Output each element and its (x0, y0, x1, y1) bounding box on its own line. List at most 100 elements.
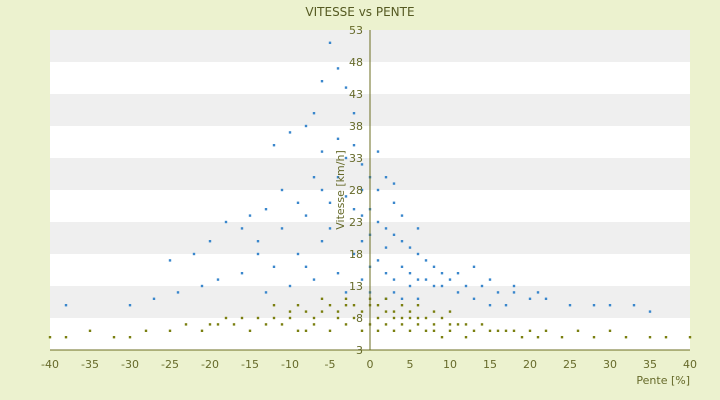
x-tick-label: -5 (325, 358, 336, 371)
data-point-fast (424, 278, 428, 281)
data-point-slow (280, 323, 284, 326)
data-point-slow (576, 329, 580, 332)
x-tick-label: -10 (281, 358, 299, 371)
data-point-slow (392, 316, 396, 320)
data-point-slow (128, 336, 132, 339)
data-point-fast (304, 265, 308, 268)
data-point-fast (344, 195, 348, 198)
data-point-fast (376, 188, 380, 192)
y-tick-label: 8 (356, 312, 363, 325)
data-point-fast (384, 176, 388, 179)
data-point-fast (328, 41, 332, 44)
data-point-fast (416, 278, 420, 281)
data-point-slow (592, 336, 596, 339)
y-tick-label: 3 (356, 344, 363, 357)
data-point-slow (88, 329, 92, 332)
x-tick-label: -35 (81, 358, 99, 371)
x-tick-label: 20 (523, 358, 537, 371)
data-point-fast (328, 201, 332, 204)
data-point-fast (208, 240, 212, 243)
data-point-slow (336, 316, 340, 320)
data-point-slow (520, 336, 524, 339)
data-point-fast (456, 291, 460, 294)
data-point-fast (360, 278, 364, 281)
data-point-fast (632, 304, 636, 307)
data-point-slow (320, 310, 324, 313)
data-point-slow (384, 323, 388, 326)
data-point-fast (592, 304, 596, 307)
x-tick-label: 10 (443, 358, 457, 371)
data-point-slow (344, 297, 348, 300)
data-point-fast (320, 188, 324, 192)
data-point-slow (208, 323, 212, 326)
data-point-fast (360, 240, 364, 243)
data-point-fast (536, 291, 540, 294)
data-point-slow (416, 316, 420, 320)
data-point-slow (304, 310, 308, 313)
data-point-fast (344, 86, 348, 89)
y-tick-label: 43 (349, 88, 363, 101)
y-axis-label: Vitesse [km/h] (334, 150, 347, 230)
data-point-slow (168, 329, 172, 332)
data-point-slow (304, 329, 308, 332)
data-point-fast (352, 112, 356, 115)
data-point-fast (272, 144, 276, 147)
data-point-fast (400, 214, 404, 217)
x-axis-label: Pente [%] (636, 374, 690, 387)
data-point-slow (224, 316, 228, 320)
data-point-slow (512, 329, 516, 332)
data-point-fast (256, 240, 260, 243)
axes (50, 30, 690, 351)
data-point-slow (432, 329, 436, 332)
data-point-fast (528, 297, 532, 300)
data-point-fast (480, 284, 484, 288)
data-point-fast (648, 310, 652, 313)
data-point-slow (344, 323, 348, 326)
data-point-fast (128, 304, 132, 307)
data-point-slow (440, 316, 444, 320)
data-point-fast (360, 188, 364, 192)
data-point-slow (344, 304, 348, 307)
data-point-fast (328, 227, 332, 230)
data-point-fast (400, 297, 404, 300)
data-point-slow (544, 329, 548, 332)
data-point-fast (512, 291, 516, 294)
data-point-fast (392, 291, 396, 294)
data-point-slow (336, 310, 340, 313)
data-point-slow (608, 329, 612, 332)
data-point-fast (320, 80, 324, 83)
data-point-fast (416, 297, 420, 300)
data-point-slow (64, 336, 68, 339)
data-point-slow (408, 329, 412, 332)
data-point-fast (280, 227, 284, 230)
data-point-slow (144, 329, 148, 332)
data-point-fast (192, 252, 196, 256)
data-point-fast (240, 272, 244, 275)
data-point-fast (512, 284, 516, 288)
data-point-fast (376, 220, 380, 224)
data-point-slow (624, 336, 628, 339)
data-point-fast (456, 272, 460, 275)
data-point-slow (216, 323, 220, 326)
data-point-fast (544, 297, 548, 300)
x-tick-label: 5 (407, 358, 414, 371)
data-point-fast (288, 131, 292, 134)
data-point-fast (296, 201, 300, 204)
data-point-slow (352, 316, 356, 320)
data-point-fast (224, 220, 228, 224)
data-point-fast (344, 291, 348, 294)
data-point-slow (496, 329, 500, 332)
data-point-slow (376, 316, 380, 320)
data-point-slow (408, 310, 412, 313)
data-point-slow (456, 323, 460, 326)
data-point-fast (440, 284, 444, 288)
data-point-fast (168, 259, 172, 262)
data-point-slow (392, 329, 396, 332)
y-tick-label: 38 (349, 120, 363, 133)
data-point-fast (568, 304, 572, 307)
y-tick-label: 18 (349, 248, 363, 261)
data-point-fast (488, 304, 492, 307)
data-point-slow (312, 323, 316, 326)
data-point-slow (288, 316, 292, 320)
data-point-slow (408, 316, 412, 320)
